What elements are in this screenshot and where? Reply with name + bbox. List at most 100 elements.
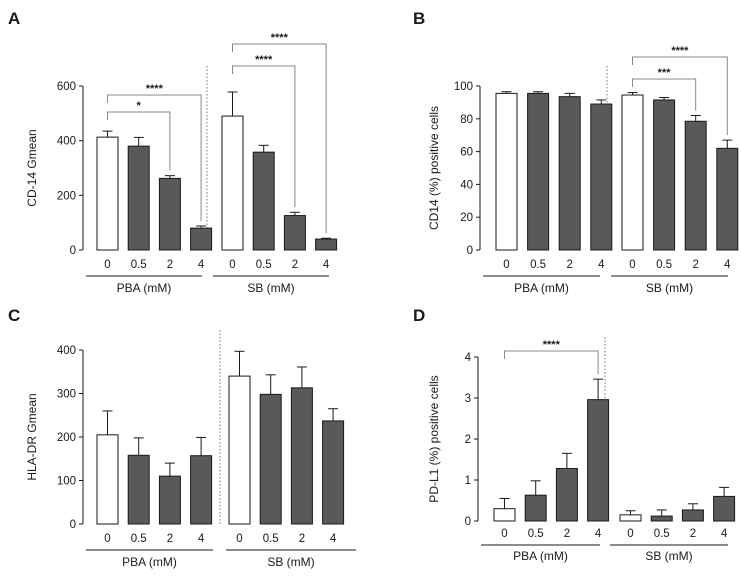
x-tick-label: 2 <box>167 533 173 545</box>
y-tick-label: 200 <box>57 190 76 202</box>
bar <box>524 494 547 522</box>
y-tick-label: 600 <box>57 81 76 93</box>
bar <box>127 454 150 525</box>
significance-label: **** <box>255 54 273 66</box>
y-tick-label: 3 <box>465 393 471 405</box>
y-tick-label: 300 <box>57 389 76 401</box>
y-axis-title: CD14 (%) positive cells <box>427 106 441 230</box>
bar <box>650 515 673 522</box>
panel-letter: A <box>8 9 20 28</box>
y-tick-label: 2 <box>465 434 471 446</box>
x-tick-label: 0 <box>236 533 242 545</box>
x-tick-label: 0.5 <box>263 533 279 545</box>
bar <box>322 420 345 525</box>
bar <box>716 147 739 251</box>
x-tick-label: 0.5 <box>131 259 147 271</box>
bar <box>190 455 213 525</box>
bar <box>283 215 306 251</box>
significance-label: **** <box>271 32 289 44</box>
y-tick-label: 0 <box>70 245 76 257</box>
group-label: PBA (mM) <box>513 549 568 563</box>
bar <box>555 468 578 522</box>
x-tick-label: 2 <box>299 533 305 545</box>
group-label: PBA (mM) <box>514 281 569 295</box>
x-tick-label: 0.5 <box>528 528 544 540</box>
significance-label: **** <box>146 83 164 95</box>
bar <box>653 99 676 251</box>
y-tick-label: 0 <box>467 245 473 257</box>
bar <box>493 508 516 522</box>
x-tick-label: 0.5 <box>131 533 147 545</box>
bar <box>96 136 119 251</box>
x-tick-label: 4 <box>198 533 205 545</box>
significance-bracket <box>107 94 202 221</box>
bar <box>315 238 338 251</box>
bar <box>684 120 707 251</box>
bar <box>590 103 613 251</box>
x-tick-label: 0.5 <box>656 259 672 271</box>
x-tick-label: 0 <box>627 528 633 540</box>
bar <box>495 92 518 251</box>
panel-letter: C <box>8 306 20 325</box>
bar <box>619 514 642 522</box>
bar <box>190 227 213 251</box>
y-tick-label: 80 <box>460 114 473 126</box>
y-tick-label: 1 <box>465 475 471 487</box>
significance-label: **** <box>543 339 561 351</box>
bar <box>527 92 550 251</box>
x-tick-label: 4 <box>323 259 330 271</box>
x-tick-label: 4 <box>724 259 731 271</box>
x-tick-label: 2 <box>692 259 698 271</box>
y-tick-label: 0 <box>465 516 471 528</box>
significance-label: *** <box>658 67 672 79</box>
bar <box>127 145 150 251</box>
y-tick-label: 60 <box>460 147 473 159</box>
y-tick-label: 100 <box>57 476 76 488</box>
y-tick-label: 200 <box>57 432 76 444</box>
significance-label: * <box>137 100 142 112</box>
significance-bracket <box>107 111 171 171</box>
bar <box>96 434 119 525</box>
bar <box>158 177 181 251</box>
x-tick-label: 0.5 <box>256 259 272 271</box>
y-tick-label: 400 <box>57 345 76 357</box>
y-tick-label: 100 <box>454 81 473 93</box>
x-tick-label: 0.5 <box>654 528 670 540</box>
bar <box>259 393 282 525</box>
y-axis-title: HLA-DR Gmean <box>25 393 39 480</box>
bar <box>158 475 181 525</box>
x-tick-label: 0 <box>501 528 507 540</box>
y-tick-label: 20 <box>460 212 473 224</box>
panel-letter: B <box>413 9 425 28</box>
bar <box>228 375 251 525</box>
bar <box>587 399 610 522</box>
bar <box>221 115 244 251</box>
x-tick-label: 2 <box>690 528 696 540</box>
x-tick-label: 4 <box>330 533 337 545</box>
y-tick-label: 0 <box>70 519 76 531</box>
bar <box>681 509 704 522</box>
significance-bracket <box>232 65 296 208</box>
bar <box>558 96 581 251</box>
panel-letter: D <box>413 306 425 325</box>
significance-bracket <box>632 56 728 136</box>
x-tick-label: 4 <box>595 528 602 540</box>
x-tick-label: 0 <box>104 259 110 271</box>
group-label: SB (mM) <box>646 281 693 295</box>
significance-bracket <box>632 78 697 111</box>
group-label: SB (mM) <box>247 281 294 295</box>
x-tick-label: 0 <box>229 259 235 271</box>
x-tick-label: 4 <box>598 259 605 271</box>
significance-label: **** <box>671 45 689 57</box>
y-axis-title: CD-14 Gmean <box>25 129 39 206</box>
y-tick-label: 40 <box>460 179 473 191</box>
y-tick-label: 400 <box>57 136 76 148</box>
bar <box>290 387 313 525</box>
x-tick-label: 2 <box>566 259 572 271</box>
significance-bracket <box>504 350 599 375</box>
bar <box>252 151 275 251</box>
x-tick-label: 4 <box>721 528 728 540</box>
group-label: PBA (mM) <box>122 555 177 569</box>
x-tick-label: 0 <box>104 533 110 545</box>
